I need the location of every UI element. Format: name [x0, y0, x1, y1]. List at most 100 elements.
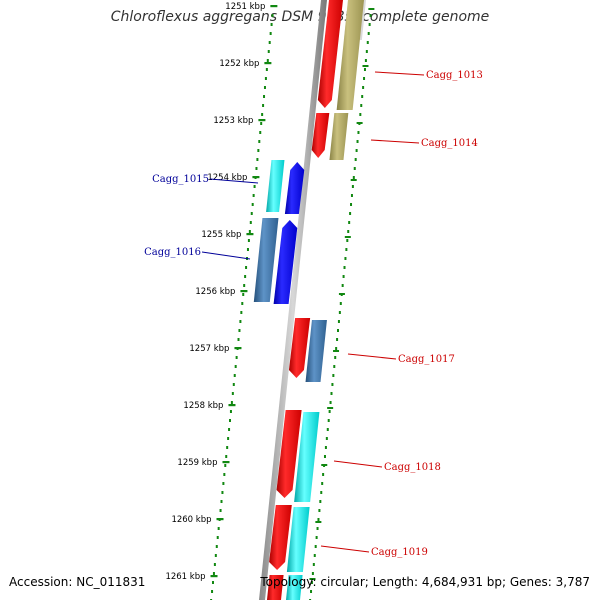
gene-label[interactable]: Cagg_1019	[371, 547, 428, 558]
scale-dot	[244, 275, 247, 278]
scale-dot	[350, 194, 353, 197]
kbp-tick-label: 1251 kbp	[225, 2, 265, 12]
gene-leader-line	[209, 178, 259, 184]
scale-dot	[322, 473, 325, 476]
scale-dot	[215, 545, 218, 548]
genome-title: Chloroflexus aggregans DSM 9485, complet…	[110, 9, 490, 25]
kbp-tick	[240, 290, 248, 293]
scale-dot	[263, 86, 266, 89]
scale-dot	[239, 320, 242, 323]
gene-label[interactable]: Cagg_1013	[426, 70, 483, 81]
scale-dot	[367, 32, 370, 35]
scale-dot	[339, 302, 342, 305]
scale-dot	[368, 23, 371, 26]
cds-reverse-arrow	[284, 162, 305, 214]
scale-dot	[237, 338, 240, 341]
scale-dot	[351, 185, 354, 188]
cds-forward-arrow	[269, 505, 292, 570]
kbp-tick-right	[315, 521, 322, 523]
scale-dot	[359, 113, 362, 116]
scale-dot	[337, 320, 340, 323]
kbp-tick-right	[344, 236, 351, 238]
gene-leader-line	[333, 460, 383, 468]
scale-dot	[211, 581, 214, 584]
scale-dot	[234, 365, 237, 368]
gene-forward-bar	[329, 113, 349, 160]
scale-dot	[354, 158, 357, 161]
scale-dot	[224, 464, 227, 467]
scale-dot	[366, 41, 369, 44]
kbp-tick-right	[368, 8, 375, 10]
scale-dot	[251, 203, 254, 206]
gene-forward-bar	[286, 507, 310, 572]
scale-dot	[245, 266, 248, 269]
scale-dot	[345, 248, 348, 251]
kbp-tick-label: 1257 kbp	[189, 344, 229, 354]
cds-forward-arrow	[267, 575, 284, 600]
scale-dot	[240, 311, 243, 314]
scale-dot	[256, 158, 259, 161]
scale-dot	[326, 428, 329, 431]
scale-dot	[344, 257, 347, 260]
scale-dot	[235, 356, 238, 359]
kbp-tick-label: 1259 kbp	[177, 458, 217, 468]
kbp-tick-right	[333, 350, 340, 352]
scale-dot	[321, 482, 324, 485]
scale-dot	[353, 167, 356, 170]
scale-dot	[332, 374, 335, 377]
scale-dot	[315, 536, 318, 539]
gene-label[interactable]: Cagg_1015	[152, 174, 209, 185]
scale-dot	[361, 95, 364, 98]
scale-dot	[270, 23, 273, 26]
scale-dot	[331, 383, 334, 386]
kbp-tick	[216, 518, 224, 521]
scale-dot	[352, 176, 355, 179]
scale-dot	[233, 374, 236, 377]
gene-label[interactable]: Cagg_1018	[384, 462, 441, 473]
scale-dot	[264, 77, 267, 80]
scale-dot	[341, 284, 344, 287]
kbp-tick-label: 1260 kbp	[171, 515, 211, 525]
kbp-tick-label: 1256 kbp	[195, 287, 235, 297]
scale-dot	[337, 329, 340, 332]
scale-dot	[229, 410, 232, 413]
gene-label[interactable]: Cagg_1016	[144, 247, 201, 258]
scale-dot	[313, 554, 316, 557]
scale-dot	[350, 203, 353, 206]
kbp-tick-label: 1253 kbp	[213, 116, 253, 126]
scale-dot	[363, 68, 366, 71]
scale-dot	[349, 212, 352, 215]
scale-dot	[355, 149, 358, 152]
scale-dot	[348, 221, 351, 224]
scale-dot	[248, 230, 251, 233]
scale-dot	[362, 86, 365, 89]
gene-reverse-bar	[253, 218, 279, 302]
scale-dot	[323, 455, 326, 458]
scale-dot	[226, 446, 229, 449]
kbp-tick-label: 1261 kbp	[165, 572, 205, 582]
gene-forward-bar	[336, 0, 364, 110]
kbp-tick	[264, 62, 272, 65]
scale-dot	[310, 581, 313, 584]
kbp-tick-right	[309, 578, 316, 580]
scale-dot	[238, 329, 241, 332]
kbp-tick-right	[321, 464, 328, 466]
scale-dot	[312, 563, 315, 566]
scale-dot	[263, 95, 266, 98]
kbp-tick-label: 1252 kbp	[219, 59, 259, 69]
kbp-tick	[234, 347, 242, 350]
scale-dot	[327, 419, 330, 422]
gene-label[interactable]: Cagg_1014	[421, 138, 478, 149]
scale-dot	[330, 392, 333, 395]
gene-forward-bar	[294, 412, 320, 502]
kbp-tick-right	[350, 179, 357, 181]
kbp-tick	[270, 5, 278, 8]
gene-reverse-bar	[266, 160, 285, 212]
scale-dot	[258, 140, 261, 143]
scale-dot	[229, 419, 232, 422]
kbp-tick-right	[327, 407, 334, 409]
scale-dot	[260, 122, 263, 125]
gene-label[interactable]: Cagg_1017	[398, 354, 455, 365]
scale-dot	[333, 365, 336, 368]
